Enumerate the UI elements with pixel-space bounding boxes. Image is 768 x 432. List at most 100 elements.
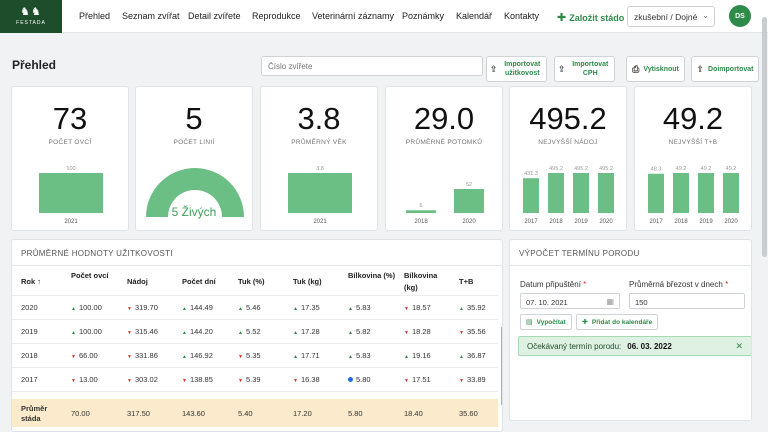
col-header-protein-kg[interactable]: Bílkovina (kg) bbox=[404, 271, 438, 292]
average-label: Průměr stáda bbox=[21, 404, 48, 423]
trend-down-icon: ▼ bbox=[182, 378, 187, 384]
table-cell: ▲ 146.92 bbox=[182, 351, 213, 360]
divider bbox=[510, 265, 751, 266]
page-scrollbar[interactable] bbox=[762, 17, 767, 257]
herd-select[interactable]: zkušební / Dojné ⌄ bbox=[627, 6, 715, 27]
kpi-label: NEJVYŠŠÍ NÁDOJ bbox=[538, 139, 598, 146]
import-performance-label: Importovat užitkovost bbox=[504, 61, 541, 77]
year-cell: 2018 bbox=[21, 351, 38, 360]
nav-item-prehled[interactable]: Přehled bbox=[79, 11, 111, 21]
gestation-input[interactable]: 150 bbox=[629, 293, 745, 309]
trend-up-icon: ▲ bbox=[293, 354, 298, 360]
calculate-label: Vypočítat bbox=[536, 318, 566, 326]
average-cell: 18.40 bbox=[404, 409, 423, 418]
tick-label: 2020 bbox=[599, 219, 613, 225]
print-button[interactable]: ⎙ Vytisknout bbox=[626, 56, 685, 82]
tick-label: 2020 bbox=[462, 219, 476, 225]
col-header-tb[interactable]: T+B bbox=[459, 277, 474, 286]
avatar[interactable]: DS bbox=[729, 5, 751, 27]
import-cph-button[interactable]: ⇪ Importovat CPH bbox=[554, 56, 615, 82]
add-to-calendar-button[interactable]: ✚ Přidat do kalendáře bbox=[576, 314, 659, 330]
reimport-label: Doimportovat bbox=[708, 65, 754, 73]
plus-icon: ✚ bbox=[582, 319, 588, 326]
kpi-card-lines: 5 POČET LINIÍ 5 Živých bbox=[135, 86, 253, 231]
trend-up-icon: ▲ bbox=[238, 306, 243, 312]
kpi-value: 495.2 bbox=[529, 101, 607, 136]
import-performance-button[interactable]: ⇪ Importovat užitkovost bbox=[486, 56, 547, 82]
cell-value: 146.92 bbox=[189, 351, 213, 360]
add-herd-button[interactable]: ✚ Založit stádo bbox=[557, 11, 624, 24]
trend-down-icon: ▼ bbox=[127, 306, 132, 312]
cell-value: 319.70 bbox=[134, 303, 158, 312]
gestation-value: 150 bbox=[635, 298, 648, 307]
bar-2017 bbox=[523, 178, 539, 213]
data-label: 49.2 bbox=[676, 166, 687, 172]
col-header-sheep[interactable]: Počet ovcí bbox=[71, 271, 109, 280]
cell-value: 315.46 bbox=[134, 327, 158, 336]
cell-value: 2018 bbox=[21, 351, 38, 360]
printer-icon: ⎙ bbox=[632, 63, 640, 74]
goats-icon: ♞♞ bbox=[20, 6, 42, 18]
kpi-card-age: 3.8 PRŮMĚRNÝ VĚK 3.8 2021 bbox=[260, 86, 378, 231]
col-header-protein-pct[interactable]: Bílkovina (%) bbox=[348, 271, 396, 280]
table-cell: ▼ 33.89 bbox=[459, 375, 486, 384]
year-cell: 2019 bbox=[21, 327, 38, 336]
trend-down-icon: ▼ bbox=[238, 354, 243, 360]
print-label: Vytisknout bbox=[643, 65, 679, 73]
nav-item-detail-zvirete[interactable]: Detail zvířete bbox=[188, 11, 241, 21]
nav-item-poznamky[interactable]: Poznámky bbox=[402, 11, 445, 21]
trend-up-icon: ▲ bbox=[459, 306, 464, 312]
table-cell: ▲ 5.83 bbox=[348, 303, 371, 312]
nav-item-seznam-zvirat[interactable]: Seznam zvířat bbox=[122, 11, 180, 21]
col-header-milk[interactable]: Nádoj bbox=[127, 277, 148, 286]
cell-value: 5.52 bbox=[245, 327, 261, 336]
trend-down-icon: ▼ bbox=[459, 330, 464, 336]
bar-2017 bbox=[648, 173, 664, 213]
data-label: 3.8 bbox=[316, 166, 324, 172]
table-cell: ▲ 19.16 bbox=[404, 351, 431, 360]
gestation-label: Průměrná březost v dnech * bbox=[629, 280, 729, 289]
add-herd-label: Založit stádo bbox=[569, 13, 625, 23]
kpi-value: 5 bbox=[185, 101, 203, 136]
mating-date-input[interactable]: 07. 10. 2021 ▦ bbox=[520, 293, 620, 309]
top-nav: ♞♞ FESTADA Přehled Seznam zvířat Detail … bbox=[0, 0, 768, 33]
nav-item-veterinarni-zaznamy[interactable]: Veterinární záznamy bbox=[312, 11, 395, 21]
year-cell: 2020 bbox=[21, 303, 38, 312]
table-cell: ▲ 5.46 bbox=[238, 303, 261, 312]
calculator-icon: ▤ bbox=[526, 319, 533, 326]
cell-value: 144.49 bbox=[189, 303, 213, 312]
col-header-year[interactable]: Rok ↑ bbox=[21, 277, 42, 286]
gauge-label: 5 Živých bbox=[171, 205, 217, 219]
cell-value: 17.35 bbox=[300, 303, 320, 312]
nav-item-reprodukce[interactable]: Reprodukce bbox=[252, 11, 301, 21]
trend-down-icon: ▼ bbox=[71, 378, 76, 384]
table-cell: ▲ 5.83 bbox=[348, 351, 371, 360]
average-row: Průměr stáda bbox=[12, 399, 498, 427]
close-icon[interactable]: ✕ bbox=[735, 341, 743, 351]
col-header-fat-pct[interactable]: Tuk (%) bbox=[238, 277, 265, 286]
cell-value: 17.71 bbox=[300, 351, 320, 360]
col-header-fat-kg[interactable]: Tuk (kg) bbox=[293, 277, 322, 286]
reimport-button[interactable]: ⇪ Doimportovat bbox=[691, 56, 759, 82]
table-cell: ▼ 331.86 bbox=[127, 351, 158, 360]
kpi-label: NEJVYŠŠÍ T+B bbox=[668, 139, 718, 146]
nav-item-kontakty[interactable]: Kontakty bbox=[504, 11, 540, 21]
cell-value: 5.83 bbox=[355, 303, 371, 312]
table-scrollbar[interactable] bbox=[501, 326, 502, 406]
nav-item-kalendar[interactable]: Kalendář bbox=[456, 11, 493, 21]
tick-label: 2018 bbox=[414, 219, 428, 225]
animal-search-input[interactable] bbox=[261, 56, 483, 76]
trend-up-icon: ▲ bbox=[71, 330, 76, 336]
birth-date-calc-panel: VÝPOČET TERMÍNU PORODU Datum připuštění … bbox=[509, 239, 752, 421]
table-cell: ▼ 315.46 bbox=[127, 327, 158, 336]
calendar-icon[interactable]: ▦ bbox=[606, 297, 614, 306]
cell-value: 13.00 bbox=[78, 375, 98, 384]
trend-up-icon: ▲ bbox=[71, 306, 76, 312]
trend-up-icon: ▲ bbox=[459, 354, 464, 360]
col-header-days[interactable]: Počet dní bbox=[182, 277, 216, 286]
tick-label: 2019 bbox=[574, 219, 588, 225]
row-divider bbox=[12, 319, 498, 320]
calculate-button[interactable]: ▤ Vypočítat bbox=[520, 314, 572, 330]
trend-down-icon: ▼ bbox=[404, 330, 409, 336]
logo[interactable]: ♞♞ FESTADA bbox=[0, 0, 62, 33]
